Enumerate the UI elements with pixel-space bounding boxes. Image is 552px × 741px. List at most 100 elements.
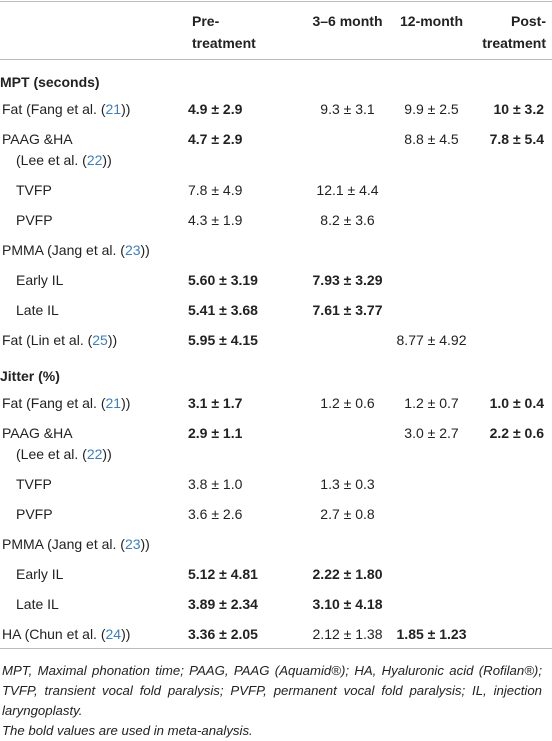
- value-cell: 12.1 ± 4.4: [300, 174, 395, 204]
- data-row: Fat (Lin et al. (25)) 5.95 ± 4.15 8.77 ± 4…: [0, 324, 552, 354]
- data-row: PMMA (Jang et al. (23)): [0, 234, 552, 264]
- row-label: PMMA (Jang et al. (23)): [0, 234, 185, 264]
- value-cell: 8.77 ± 4.92: [395, 324, 468, 354]
- table-header: Pre-treatment 3–6 month 12-month Post-treat…: [0, 1, 552, 60]
- reference-link[interactable]: 23: [124, 242, 141, 258]
- value-cell: [395, 264, 468, 294]
- value-cell: [395, 234, 468, 264]
- reference-link[interactable]: 21: [105, 395, 122, 411]
- label-text: PVFP: [16, 212, 53, 228]
- label-text: Late IL: [16, 302, 59, 318]
- label-line: Early IL: [2, 270, 185, 291]
- value-cell: [300, 417, 395, 468]
- value-cell: 9.3 ± 3.1: [300, 93, 395, 123]
- label-line: Fat (Lin et al. (25)): [2, 330, 185, 351]
- value-cell: [395, 174, 468, 204]
- value-cell: [468, 558, 552, 588]
- value-text: 4.3 ± 1.9: [188, 212, 243, 228]
- value-cell: 7.8 ± 5.4: [468, 123, 552, 174]
- label-line: Early IL: [2, 564, 185, 585]
- label-text: Early IL: [16, 272, 64, 288]
- reference-link[interactable]: 25: [92, 332, 108, 348]
- value-text: 3.36 ± 2.05: [188, 626, 258, 642]
- label-text: Fat (Fang et al. (: [2, 101, 106, 117]
- value-text: 1.2 ± 0.6: [320, 395, 375, 411]
- label-text: )): [102, 446, 112, 462]
- reference-link[interactable]: 24: [105, 626, 122, 642]
- value-cell: 4.3 ± 1.9: [185, 204, 300, 234]
- label-text: )): [107, 332, 118, 348]
- value-text: 2.2 ± 0.6: [489, 425, 544, 441]
- reference-link[interactable]: 21: [105, 101, 122, 117]
- value-text: 3.10 ± 4.18: [312, 596, 383, 612]
- label-text: )): [140, 536, 150, 552]
- value-cell: [468, 204, 552, 234]
- row-label: HA (Chun et al. (24)): [0, 618, 185, 648]
- value-cell: 2.7 ± 0.8: [300, 498, 395, 528]
- label-line: Fat (Fang et al. (21)): [2, 99, 185, 120]
- value-cell: 7.93 ± 3.29: [300, 264, 395, 294]
- value-text: 1.85 ± 1.23: [396, 626, 467, 642]
- row-label: Late IL: [0, 588, 185, 618]
- value-cell: 2.9 ± 1.1: [185, 417, 300, 468]
- value-cell: 9.9 ± 2.5: [395, 93, 468, 123]
- value-cell: [300, 324, 395, 354]
- value-text: 8.77 ± 4.92: [396, 332, 467, 348]
- data-row: PVFP 4.3 ± 1.9 8.2 ± 3.6: [0, 204, 552, 234]
- label-line: Late IL: [2, 300, 185, 321]
- value-cell: 7.61 ± 3.77: [300, 294, 395, 324]
- label-line: PMMA (Jang et al. (23)): [2, 240, 185, 261]
- value-cell: 3.89 ± 2.34: [185, 588, 300, 618]
- value-text: 10 ± 3.2: [493, 101, 545, 117]
- reference-link[interactable]: 23: [124, 536, 141, 552]
- label-text: PMMA (Jang et al. (: [2, 242, 125, 258]
- section-heading-cell: MPT (seconds): [0, 60, 552, 94]
- label-line: PAAG &HA: [2, 423, 185, 444]
- data-row: PAAG &HA (Lee et al. (22)) 2.9 ± 1.1 3.0 ± …: [0, 417, 552, 468]
- value-cell: 3.8 ± 1.0: [185, 468, 300, 498]
- data-row: Fat (Fang et al. (21)) 4.9 ± 2.9 9.3 ± 3.1…: [0, 93, 552, 123]
- value-cell: [468, 498, 552, 528]
- value-text: 7.93 ± 3.29: [312, 272, 383, 288]
- reference-link[interactable]: 22: [86, 152, 103, 168]
- table-body: MPT (seconds) Fat (Fang et al. (21)) 4.9 ±…: [0, 60, 552, 648]
- value-cell: 1.2 ± 0.6: [300, 387, 395, 417]
- label-text: PMMA (Jang et al. (: [2, 536, 125, 552]
- data-row: TVFP 7.8 ± 4.9 12.1 ± 4.4: [0, 174, 552, 204]
- row-label: Late IL: [0, 294, 185, 324]
- value-cell: 7.8 ± 4.9: [185, 174, 300, 204]
- value-text: 8.2 ± 3.6: [320, 212, 375, 228]
- row-label: PAAG &HA (Lee et al. (22)): [0, 417, 185, 468]
- value-cell: 8.2 ± 3.6: [300, 204, 395, 234]
- header-cell: [0, 2, 185, 60]
- value-cell: [468, 528, 552, 558]
- row-label: Fat (Fang et al. (21)): [0, 93, 185, 123]
- header-cell: 3–6 month: [300, 2, 395, 60]
- reference-link[interactable]: 22: [86, 446, 103, 462]
- value-text: 5.60 ± 3.19: [188, 272, 258, 288]
- value-cell: 5.60 ± 3.19: [185, 264, 300, 294]
- value-cell: [468, 618, 552, 648]
- value-cell: [468, 234, 552, 264]
- label-text: PVFP: [16, 506, 53, 522]
- value-text: 2.7 ± 0.8: [320, 506, 375, 522]
- value-cell: 1.3 ± 0.3: [300, 468, 395, 498]
- value-cell: 1.2 ± 0.7: [395, 387, 468, 417]
- header-cell: 12-month: [395, 2, 468, 60]
- label-line: (Lee et al. (22)): [2, 150, 185, 171]
- label-text: TVFP: [16, 182, 52, 198]
- data-row: PVFP 3.6 ± 2.6 2.7 ± 0.8: [0, 498, 552, 528]
- value-text: 1.2 ± 0.7: [404, 395, 459, 411]
- header-cell: Pre-treatment: [185, 2, 300, 60]
- value-cell: 4.9 ± 2.9: [185, 93, 300, 123]
- label-text: (Lee et al. (: [16, 446, 87, 462]
- value-cell: 3.0 ± 2.7: [395, 417, 468, 468]
- value-cell: 2.22 ± 1.80: [300, 558, 395, 588]
- value-text: 3.0 ± 2.7: [404, 425, 459, 441]
- value-text: 5.95 ± 4.15: [188, 332, 258, 348]
- value-cell: 2.2 ± 0.6: [468, 417, 552, 468]
- header-text: treatment: [482, 35, 546, 51]
- value-cell: [395, 588, 468, 618]
- value-cell: [185, 528, 300, 558]
- value-text: 9.3 ± 3.1: [320, 101, 375, 117]
